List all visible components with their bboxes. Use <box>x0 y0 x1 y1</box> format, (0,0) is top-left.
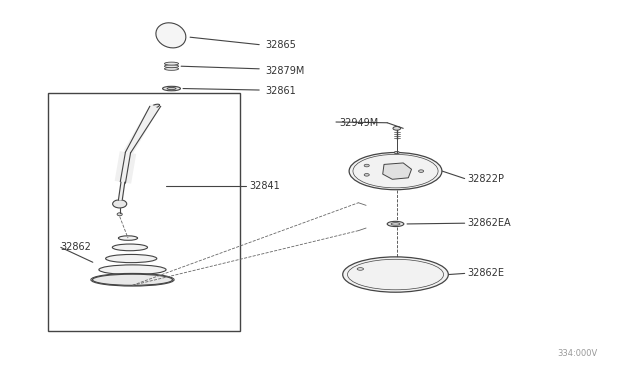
Ellipse shape <box>364 173 369 176</box>
Ellipse shape <box>99 265 166 275</box>
Ellipse shape <box>164 62 179 65</box>
Ellipse shape <box>113 200 127 208</box>
Ellipse shape <box>357 267 364 270</box>
Ellipse shape <box>393 126 401 130</box>
Ellipse shape <box>167 87 176 90</box>
Ellipse shape <box>118 236 138 240</box>
Ellipse shape <box>387 221 404 227</box>
Ellipse shape <box>164 67 179 70</box>
Ellipse shape <box>364 164 369 167</box>
Ellipse shape <box>92 274 173 285</box>
Text: 334:000V: 334:000V <box>557 349 597 358</box>
Text: 32822P: 32822P <box>467 174 504 183</box>
Ellipse shape <box>163 86 180 91</box>
Polygon shape <box>383 163 412 179</box>
Text: 32862: 32862 <box>61 243 92 252</box>
Ellipse shape <box>117 213 122 216</box>
Ellipse shape <box>164 65 179 68</box>
Text: 32862E: 32862E <box>467 269 504 278</box>
Ellipse shape <box>150 104 159 109</box>
Ellipse shape <box>106 254 157 263</box>
Text: 32949M: 32949M <box>339 118 378 128</box>
Text: 32879M: 32879M <box>266 66 305 76</box>
Ellipse shape <box>349 153 442 190</box>
Ellipse shape <box>391 222 400 225</box>
Text: 32865: 32865 <box>266 40 296 49</box>
Ellipse shape <box>343 257 448 292</box>
Ellipse shape <box>394 151 399 154</box>
Text: 32862EA: 32862EA <box>467 218 511 228</box>
Text: 32861: 32861 <box>266 86 296 96</box>
Ellipse shape <box>156 23 186 48</box>
Text: 32841: 32841 <box>250 181 280 191</box>
Ellipse shape <box>419 170 424 172</box>
Ellipse shape <box>113 244 148 251</box>
Bar <box>48 93 240 331</box>
